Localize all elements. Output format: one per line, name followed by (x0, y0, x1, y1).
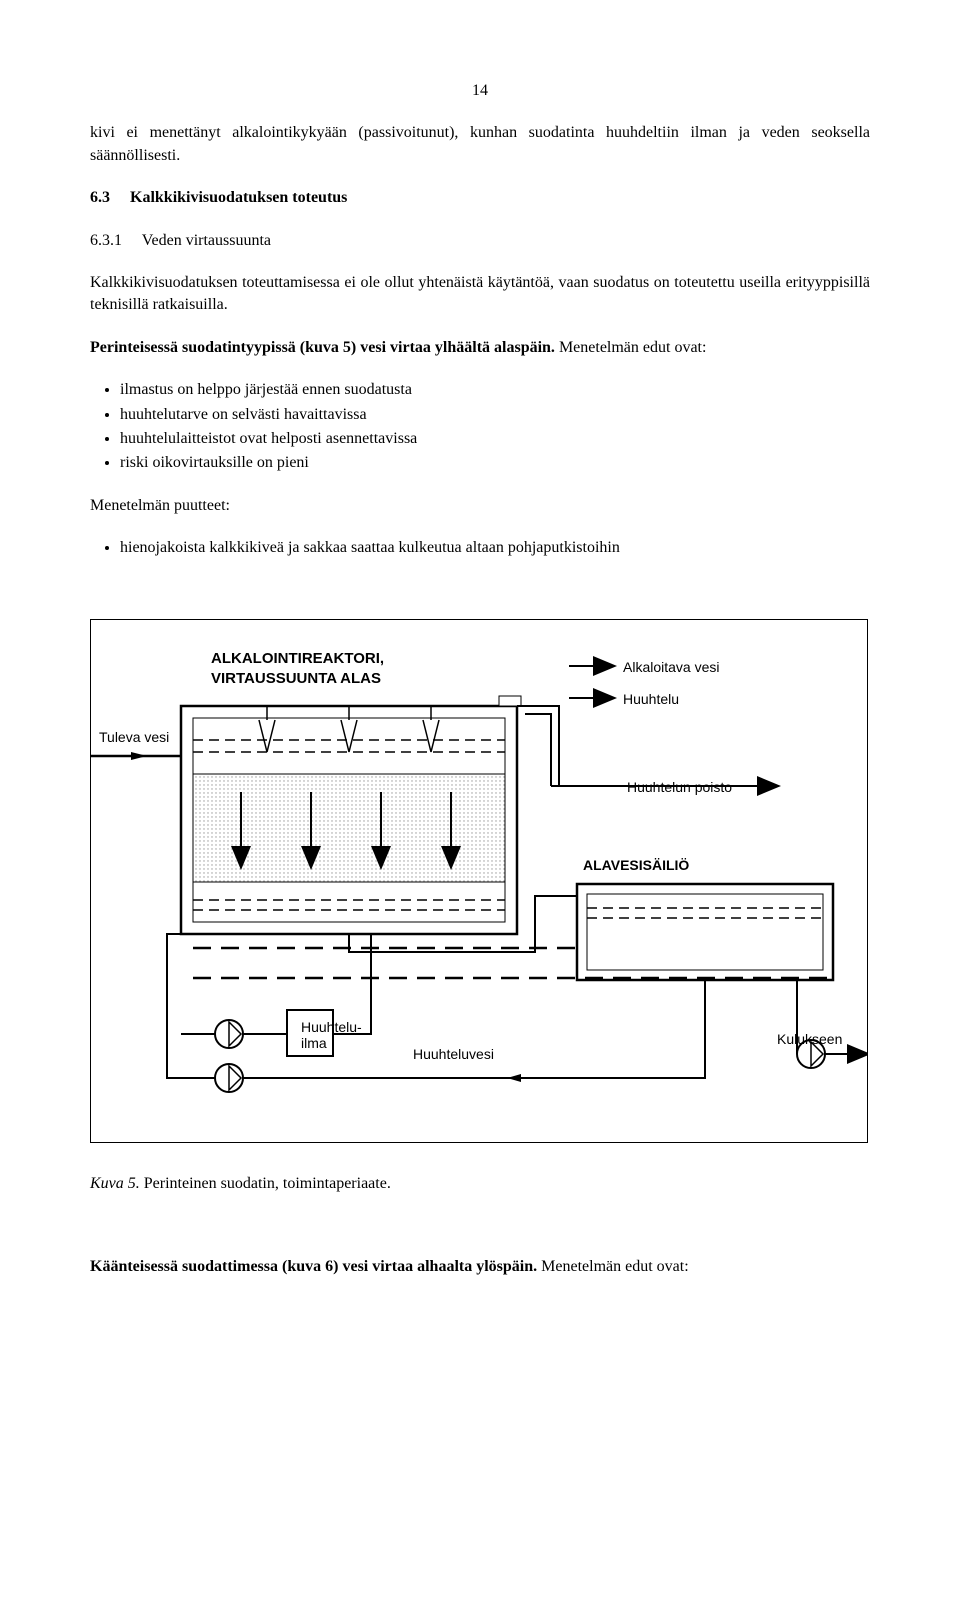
figure-caption: Kuva 5. Perinteinen suodatin, toimintape… (90, 1173, 870, 1195)
label-huuhtelun-poisto: Huuhtelun poisto (627, 778, 732, 798)
heading-num: 6.3 (90, 189, 110, 206)
label-kulukseen: Kulukseen (777, 1030, 842, 1050)
paragraph-1: kivi ei menettänyt alkalointikykyään (pa… (90, 122, 870, 167)
list-item: huuhtelulaitteistot ovat helposti asenne… (120, 428, 870, 450)
label-alavesi: ALAVESISÄILIÖ (583, 856, 689, 876)
label-alkaloitava: Alkaloitava vesi (623, 658, 720, 678)
page-number: 14 (90, 80, 870, 102)
list-item: hienojakoista kalkkikiveä ja sakkaa saat… (120, 537, 870, 559)
diagram-header-2: VIRTAUSSUUNTA ALAS (211, 668, 381, 689)
heading-text: Veden virtaussuunta (142, 232, 271, 249)
caption-italic: Kuva 5. (90, 1175, 140, 1192)
label-huuhtelu: Huuhtelu (623, 690, 679, 710)
figure-5-diagram: ALKALOINTIREAKTORI, VIRTAUSSUUNTA ALAS A… (90, 619, 868, 1143)
heading-6-3: 6.3 Kalkkikivisuodatuksen toteutus (90, 187, 870, 209)
paragraph-3: Perinteisessä suodatintyypissä (kuva 5) … (90, 337, 870, 359)
paragraph-2: Kalkkikivisuodatuksen toteuttamisessa ei… (90, 272, 870, 317)
caption-rest: Perinteinen suodatin, toimintaperiaate. (140, 1175, 391, 1192)
drawbacks-list: hienojakoista kalkkikiveä ja sakkaa saat… (90, 537, 870, 559)
label-tuleva: Tuleva vesi (99, 728, 169, 748)
heading-text: Kalkkikivisuodatuksen toteutus (130, 189, 347, 206)
list-item: riski oikovirtauksille on pieni (120, 452, 870, 474)
advantages-list: ilmastus on helppo järjestää ennen suoda… (90, 379, 870, 475)
para-last-bold: Käänteisessä suodattimessa (kuva 6) vesi… (90, 1258, 537, 1275)
list-item: ilmastus on helppo järjestää ennen suoda… (120, 379, 870, 401)
heading-6-3-1: 6.3.1 Veden virtaussuunta (90, 230, 870, 252)
para3-tail: Menetelmän edut ovat: (555, 339, 707, 356)
list-item: huuhtelutarve on selvästi havaittavissa (120, 404, 870, 426)
paragraph-last: Käänteisessä suodattimessa (kuva 6) vesi… (90, 1256, 870, 1278)
heading-num: 6.3.1 (90, 232, 122, 249)
label-huuhteluvesi: Huuhteluvesi (413, 1045, 494, 1065)
diagram-header-1: ALKALOINTIREAKTORI, (211, 648, 384, 669)
para3-bold: Perinteisessä suodatintyypissä (kuva 5) … (90, 339, 555, 356)
para-last-tail: Menetelmän edut ovat: (537, 1258, 689, 1275)
label-huuhteluilma-2: ilma (301, 1034, 327, 1054)
puutteet-label: Menetelmän puutteet: (90, 495, 870, 517)
